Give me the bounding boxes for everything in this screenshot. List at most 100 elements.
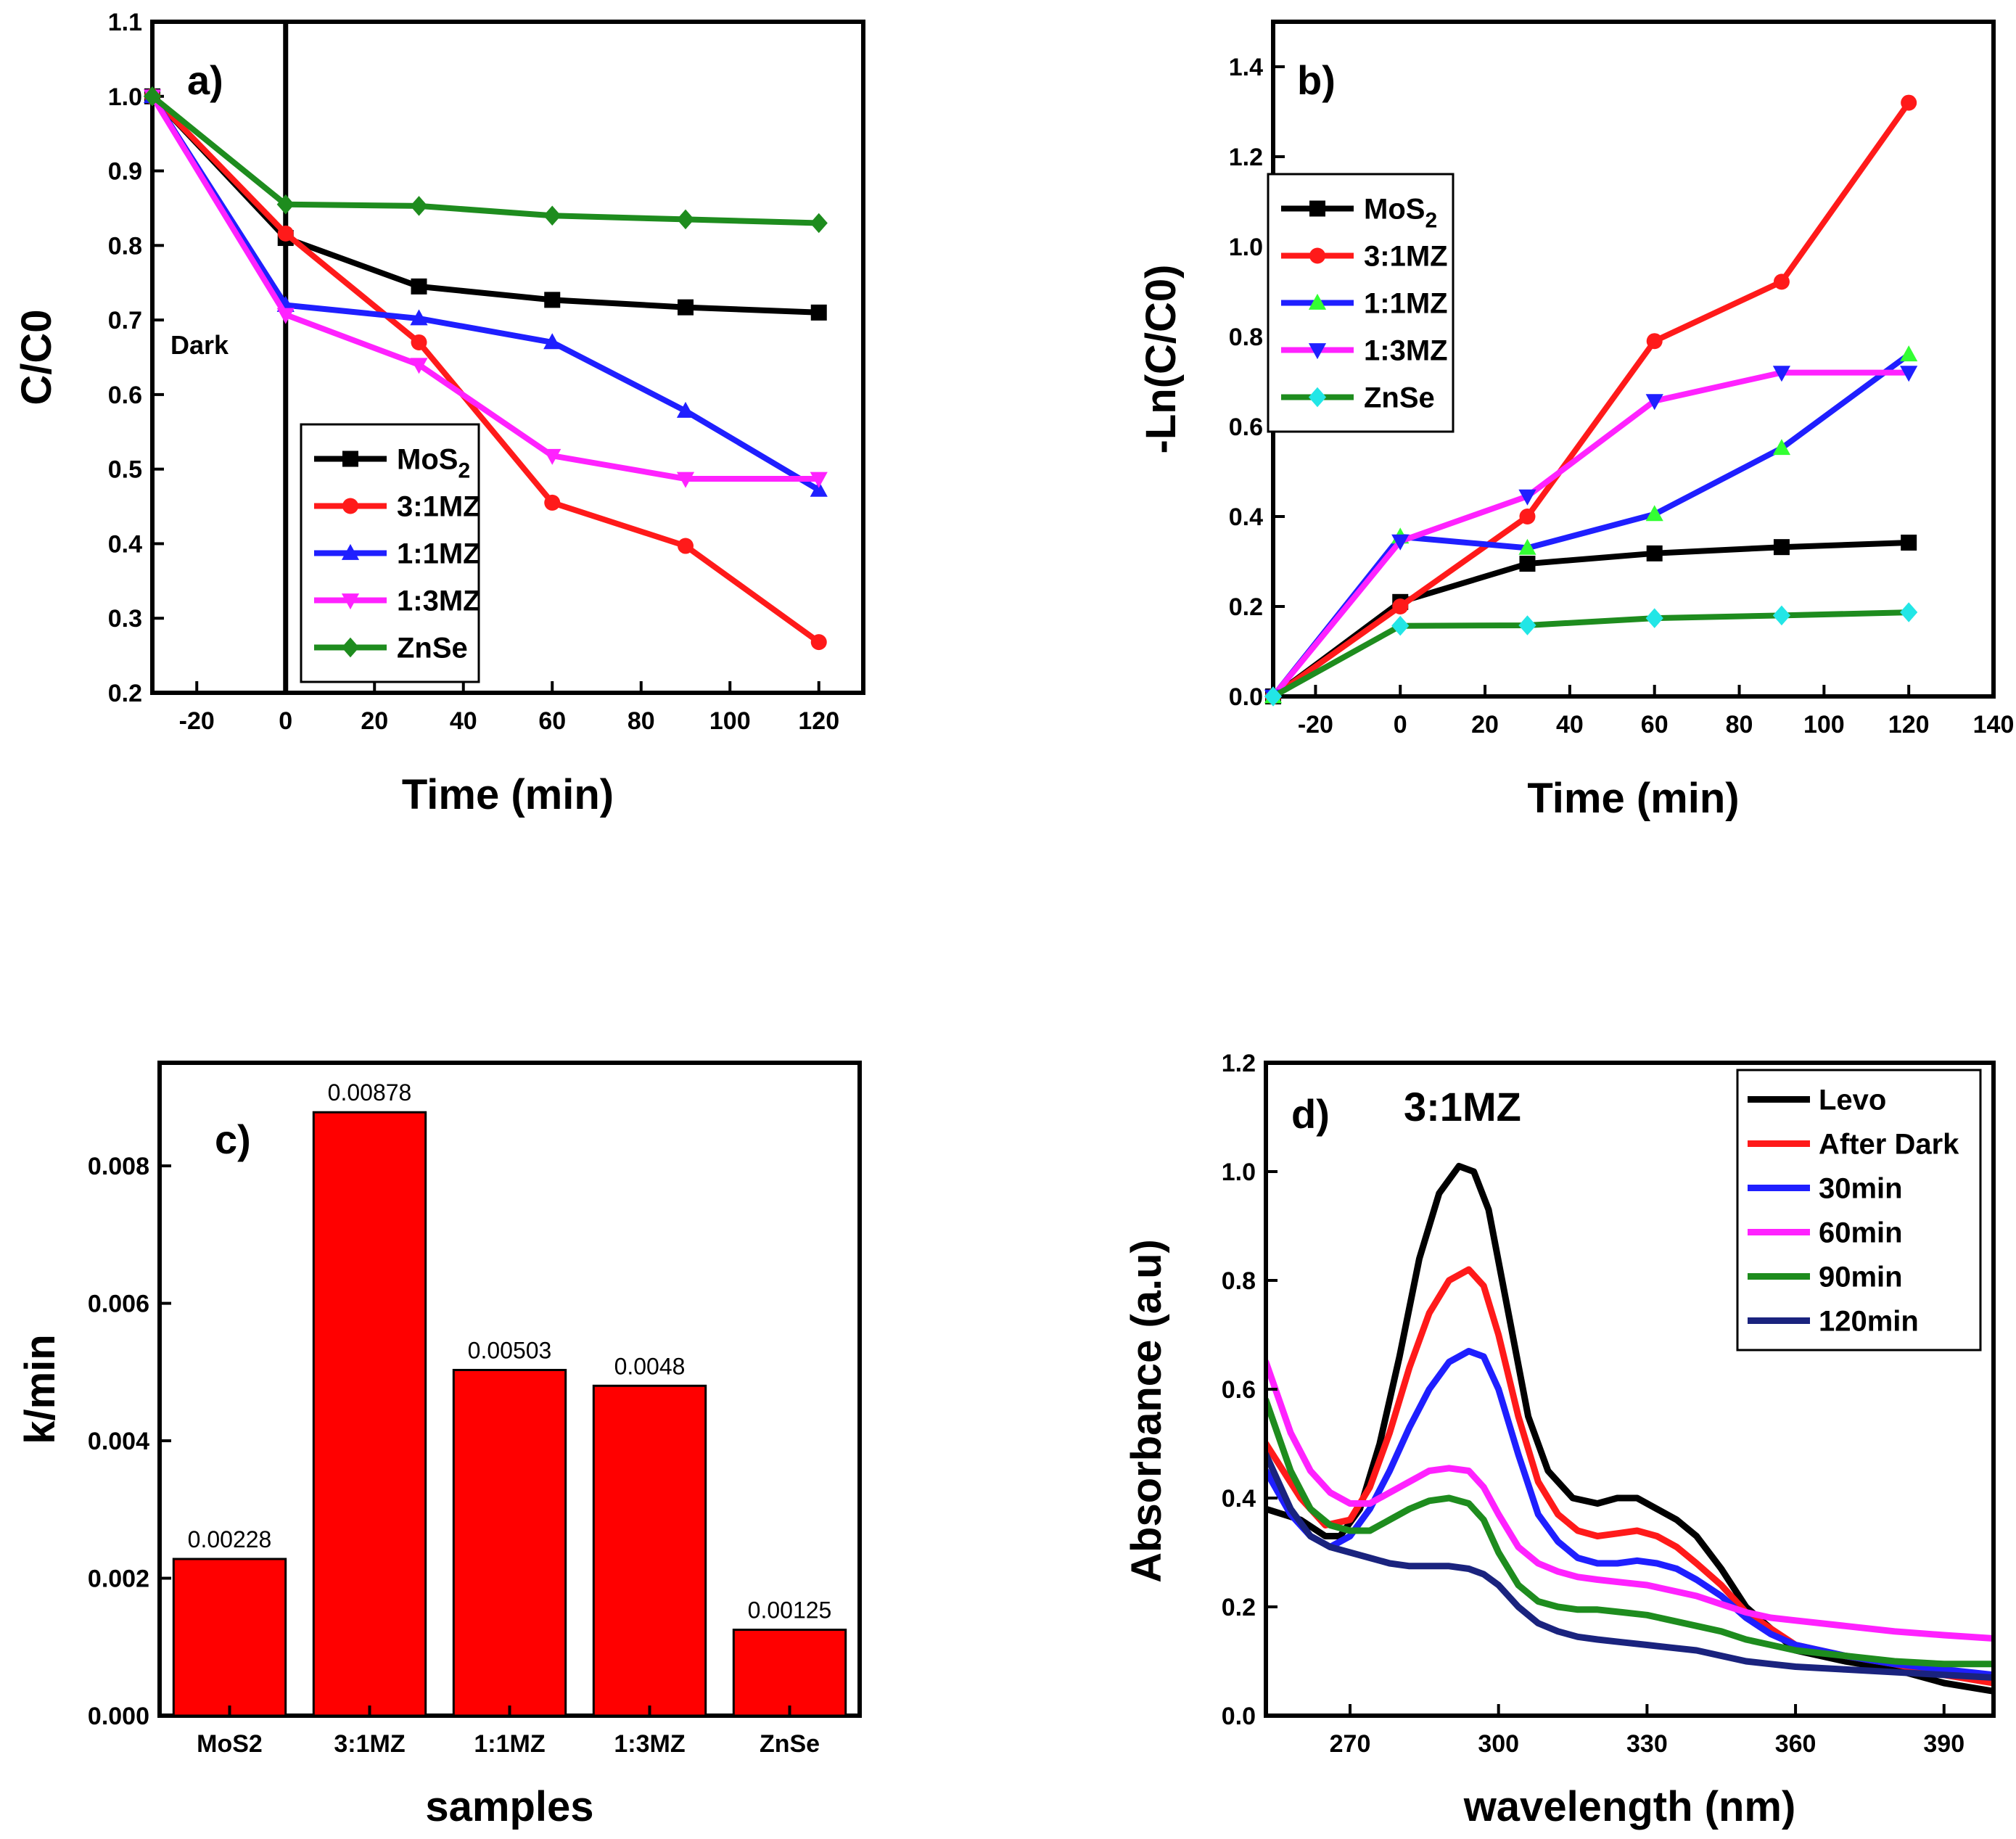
bar-3:1MZ xyxy=(312,1111,427,1717)
data-point-ZnSe xyxy=(143,86,162,107)
data-point-1:1MZ xyxy=(676,401,695,418)
legend-marker-1:1MZ xyxy=(341,543,360,560)
series-line-1:3MZ xyxy=(1270,369,1909,699)
series-line-1:1MZ xyxy=(149,94,820,493)
legend: MoS2 3:1MZ 1:1MZ 1:3MZ ZnSe xyxy=(1267,173,1455,433)
y-tick-label: 0.3 xyxy=(108,605,142,633)
x-tick-label: 140 xyxy=(1973,711,2015,739)
x-tick-label: 80 xyxy=(628,707,655,735)
y-tick-label: 0.2 xyxy=(1222,1594,1256,1621)
data-point-ZnSe xyxy=(1772,605,1791,626)
y-tick-label: 0.4 xyxy=(1229,503,1263,531)
y-tick-label: 1.1 xyxy=(108,9,142,36)
legend-label-MoS2: MoS2 xyxy=(397,444,470,483)
x-tick-label: -20 xyxy=(1298,711,1333,739)
legend-marker-1:1MZ xyxy=(1308,293,1327,310)
bar-value-label-1:1MZ: 0.00503 xyxy=(468,1337,552,1363)
x-tick-label: 270 xyxy=(1330,1730,1371,1758)
x-axis-title: wavelength (nm) xyxy=(1463,1783,1796,1830)
sample-annotation: 3:1MZ xyxy=(1404,1084,1521,1130)
spectrum-line-30min xyxy=(1266,1348,1994,1679)
bar-value-label-MoS2: 0.00228 xyxy=(188,1526,272,1552)
y-tick-label: 1.0 xyxy=(1222,1159,1256,1186)
data-point-1:3MZ xyxy=(410,358,428,374)
y-tick-label: 0.000 xyxy=(88,1703,149,1730)
data-point-MoS2 xyxy=(1519,556,1536,572)
data-point-1:1MZ xyxy=(1772,439,1791,456)
data-point-ZnSe xyxy=(410,196,428,216)
y-tick-label: 0.0 xyxy=(1222,1703,1256,1730)
data-point-ZnSe xyxy=(543,205,561,226)
y-tick-label: 0.2 xyxy=(1229,593,1263,621)
bar-ZnSe xyxy=(732,1629,847,1717)
y-tick-label: 0.6 xyxy=(1222,1376,1256,1404)
x-tick-label: 0 xyxy=(279,707,292,735)
y-tick-label: 0.8 xyxy=(1229,324,1263,351)
y-axis-title: C/C0 xyxy=(13,309,60,405)
x-tick-label: 40 xyxy=(450,707,477,735)
data-point-3:1MZ xyxy=(544,494,561,511)
y-axis-title: -Ln(C/C0) xyxy=(1137,265,1185,454)
data-point-3:1MZ xyxy=(1773,273,1790,290)
data-point-1:3MZ xyxy=(1772,366,1791,382)
chart-a: -20 0 20 40 60 80 100 120 0.2 0.3 0.4 0.5 0.6 0.7 0.8 0… xyxy=(13,9,865,818)
series-line-MoS2 xyxy=(1271,540,1909,699)
legend-label-main: MoS xyxy=(397,444,458,476)
data-point-3:1MZ xyxy=(1901,94,1917,111)
x-tick-label: 330 xyxy=(1626,1730,1668,1758)
spectrum-line-90min xyxy=(1266,1396,1994,1668)
y-tick-label: 0.6 xyxy=(1229,414,1263,441)
y-tick-label: 0.8 xyxy=(1222,1267,1256,1295)
y-tick-label: 1.0 xyxy=(108,83,142,111)
x-tick-label: 0 xyxy=(1394,711,1407,739)
data-point-1:3MZ xyxy=(276,308,295,324)
panel-label-b: b) xyxy=(1297,57,1336,103)
x-tick-label: -20 xyxy=(179,707,215,735)
chart-d: 270 300 330 360 390 0.0 0.2 0.4 0.6 0.8 1.0 1.2 Levo… xyxy=(1123,1050,1996,1830)
legend-label-1:1MZ: 1:1MZ xyxy=(397,538,481,570)
x-category-label-1:1MZ: 1:1MZ xyxy=(474,1730,545,1758)
legend: MoS2 3:1MZ 1:1MZ 1:3MZ ZnSe xyxy=(300,423,481,683)
legend-label-main: 1:3MZ xyxy=(1364,335,1448,367)
x-tick-label: 390 xyxy=(1923,1730,1964,1758)
legend-label-main: ZnSe xyxy=(1364,382,1435,414)
series-line-MoS2 xyxy=(150,94,819,316)
legend-marker-1:3MZ xyxy=(1308,343,1327,360)
legend-label-90min: 90min xyxy=(1819,1262,1903,1293)
data-point-1:3MZ xyxy=(1391,534,1410,551)
legend-marker-1:3MZ xyxy=(341,593,360,610)
data-point-1:1MZ xyxy=(810,480,828,497)
data-point-3:1MZ xyxy=(1519,509,1536,524)
data-point-MoS2 xyxy=(678,299,694,316)
data-point-MoS2 xyxy=(1646,545,1663,561)
y-tick-label: 0.008 xyxy=(88,1153,149,1180)
data-point-3:1MZ xyxy=(1392,598,1409,614)
legend-label-Levo: Levo xyxy=(1819,1085,1886,1116)
legend-marker-3:1MZ xyxy=(342,498,358,514)
data-point-ZnSe xyxy=(1518,615,1536,635)
data-point-1:1MZ xyxy=(1900,345,1918,362)
data-point-1:1MZ xyxy=(410,309,428,326)
y-tick-label: 0.004 xyxy=(88,1428,149,1455)
legend-label-main: 3:1MZ xyxy=(1364,241,1448,273)
data-point-1:3MZ xyxy=(1518,489,1536,506)
x-tick-label: 120 xyxy=(798,707,839,735)
legend-label-1:3MZ: 1:3MZ xyxy=(1364,335,1448,367)
bar-value-label-ZnSe: 0.00125 xyxy=(748,1597,832,1624)
y-tick-label: 0.6 xyxy=(108,382,142,409)
data-point-1:1MZ xyxy=(543,333,561,350)
legend-marker-MoS2 xyxy=(1309,200,1325,217)
series-ZnSe xyxy=(1264,602,1918,707)
bar-MoS2 xyxy=(172,1558,287,1717)
y-tick-label: 0.5 xyxy=(108,456,142,484)
chart-c: 0.000 0.002 0.004 0.006 0.008 0.00228 MoS2 0.00… xyxy=(17,1061,862,1830)
legend-label-MoS2: MoS2 xyxy=(1364,194,1437,233)
y-tick-label: 1.4 xyxy=(1229,54,1263,81)
x-tick-label: 60 xyxy=(1641,711,1669,739)
dark-annotation: Dark xyxy=(170,330,229,360)
bar-1:1MZ xyxy=(452,1368,567,1717)
data-point-ZnSe xyxy=(1900,602,1918,622)
legend-label-3:1MZ: 3:1MZ xyxy=(1364,241,1448,273)
legend-label-3:1MZ: 3:1MZ xyxy=(397,491,481,523)
